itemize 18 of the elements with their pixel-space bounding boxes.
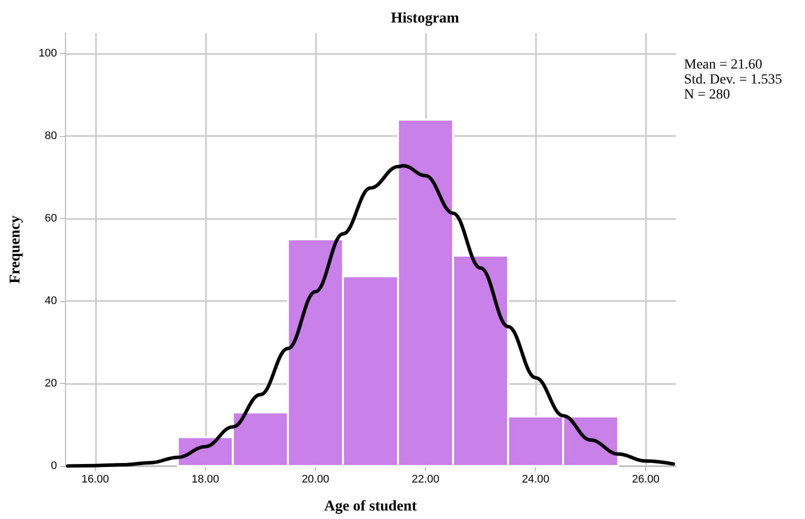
text: Mean = 21.60 (684, 58, 762, 72)
y-tick-label: 0 (50, 460, 57, 472)
x-tick-label: 20.00 (302, 474, 330, 486)
text: N = 280 (684, 88, 730, 102)
x-tick-label: 16.00 (82, 474, 110, 486)
y-tick-label: 80 (44, 130, 57, 142)
x-tick-label: 24.00 (522, 474, 550, 486)
y-axis-title: Frequency (8, 214, 24, 284)
y-tick-label: 100 (38, 48, 57, 60)
y-tick-label: 20 (44, 378, 57, 390)
y-tick-label: 60 (44, 212, 57, 225)
y-tick-label: 40 (44, 295, 57, 308)
text: Std. Dev. = 1.535 (684, 72, 782, 88)
x-axis-title: Age of student (324, 498, 417, 514)
x-tick-label: 18.00 (192, 474, 220, 486)
x-tick-label: 22.00 (412, 474, 440, 486)
chart-title: Histogram (390, 10, 460, 26)
x-tick-label: 26.00 (632, 474, 660, 486)
